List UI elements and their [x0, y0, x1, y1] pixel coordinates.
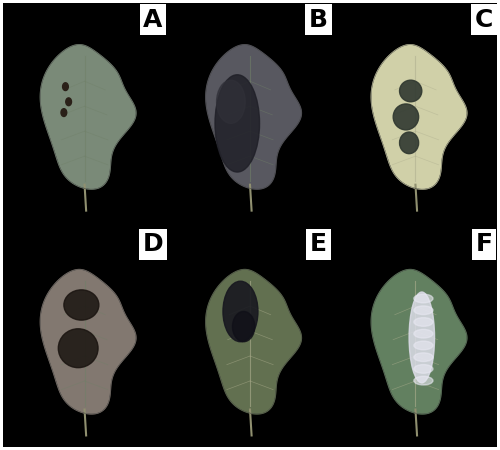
Polygon shape — [40, 270, 136, 414]
Text: A: A — [144, 8, 163, 32]
Polygon shape — [206, 45, 302, 189]
Ellipse shape — [216, 80, 245, 123]
Ellipse shape — [409, 292, 434, 383]
Circle shape — [66, 98, 71, 106]
Ellipse shape — [393, 104, 418, 130]
Text: C: C — [474, 8, 493, 32]
Ellipse shape — [414, 376, 433, 385]
Ellipse shape — [215, 75, 260, 172]
Circle shape — [62, 83, 68, 90]
Ellipse shape — [414, 329, 433, 338]
Ellipse shape — [414, 306, 433, 315]
Polygon shape — [372, 45, 467, 189]
Text: E: E — [310, 233, 327, 256]
Polygon shape — [40, 45, 136, 189]
Ellipse shape — [414, 341, 433, 350]
Ellipse shape — [414, 364, 433, 373]
Ellipse shape — [414, 353, 433, 361]
Polygon shape — [206, 270, 302, 414]
Ellipse shape — [414, 318, 433, 326]
Text: F: F — [476, 233, 492, 256]
Ellipse shape — [64, 290, 99, 320]
Text: D: D — [142, 233, 164, 256]
Polygon shape — [372, 270, 467, 414]
Ellipse shape — [414, 294, 433, 303]
Ellipse shape — [400, 132, 418, 153]
Ellipse shape — [400, 80, 422, 102]
Circle shape — [61, 109, 66, 117]
Ellipse shape — [58, 329, 98, 368]
Ellipse shape — [232, 311, 255, 342]
Ellipse shape — [223, 281, 258, 342]
Text: B: B — [309, 8, 328, 32]
